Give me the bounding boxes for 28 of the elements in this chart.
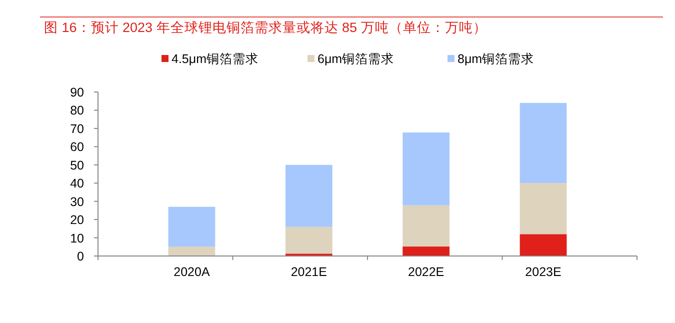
bar (402, 132, 450, 206)
x-tick-label: 2022E (408, 265, 444, 279)
y-tick-label: 20 (70, 213, 84, 228)
x-tick-label: 2023E (525, 265, 562, 279)
bar (168, 206, 216, 247)
bar (285, 226, 332, 254)
x-tick-label: 2020A (174, 265, 210, 279)
y-tick-label: 60 (70, 140, 84, 154)
legend-label: 4.5μm铜箔需求 (172, 52, 258, 66)
y-tick-label: 50 (70, 158, 84, 172)
bar (520, 234, 567, 256)
y-tick-label: 30 (70, 194, 84, 209)
bar (285, 164, 332, 227)
y-tick-label: 80 (70, 104, 84, 118)
y-tick-label: 90 (70, 86, 84, 100)
x-tick-label: 2021E (290, 265, 327, 279)
legend-label: 8μm铜箔需求 (458, 52, 534, 66)
bar (402, 205, 450, 247)
y-tick-label: 10 (70, 231, 84, 246)
bar (520, 183, 567, 234)
chart-title: 图 16：预计 2023 年全球锂电铜箔需求量或将达 85 万吨（单位：万吨） (44, 20, 487, 35)
y-tick-label: 70 (70, 122, 84, 136)
bar (168, 246, 216, 256)
y-tick-label: 0 (77, 250, 84, 264)
bar (402, 246, 450, 256)
legend-label: 6μm铜箔需求 (318, 52, 394, 66)
bar (520, 102, 567, 184)
y-tick-label: 40 (70, 176, 84, 191)
